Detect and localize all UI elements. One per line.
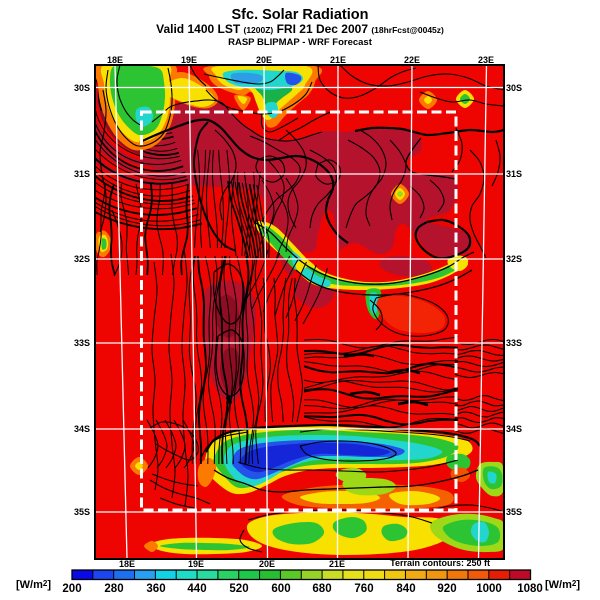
svg-text:33S: 33S	[506, 338, 522, 348]
svg-text:19E: 19E	[181, 55, 197, 65]
svg-text:30S: 30S	[74, 83, 90, 93]
svg-text:440: 440	[187, 583, 206, 595]
svg-text:32S: 32S	[506, 254, 522, 264]
svg-text:840: 840	[396, 583, 415, 595]
svg-text:760: 760	[354, 583, 373, 595]
svg-text:1000: 1000	[476, 583, 502, 595]
svg-text:21E: 21E	[329, 559, 345, 569]
svg-text:32S: 32S	[74, 254, 90, 264]
svg-text:Sfc. Solar Radiation: Sfc. Solar Radiation	[232, 7, 369, 23]
svg-text:18E: 18E	[119, 559, 135, 569]
svg-text:20E: 20E	[256, 55, 272, 65]
svg-text:23E: 23E	[478, 55, 494, 65]
svg-text:19E: 19E	[188, 559, 204, 569]
svg-text:[W/m2]: [W/m2]	[545, 579, 580, 591]
svg-text:Terrain contours: 250 ft: Terrain contours: 250 ft	[390, 558, 490, 568]
svg-text:18E: 18E	[107, 55, 123, 65]
svg-text:22E: 22E	[404, 55, 420, 65]
svg-text:31S: 31S	[506, 169, 522, 179]
svg-text:RASP BLIPMAP - WRF Forecast: RASP BLIPMAP - WRF Forecast	[228, 37, 373, 48]
svg-text:35S: 35S	[74, 507, 90, 517]
svg-text:600: 600	[271, 583, 290, 595]
svg-text:1080: 1080	[517, 583, 543, 595]
svg-text:20E: 20E	[259, 559, 275, 569]
svg-text:35S: 35S	[506, 507, 522, 517]
svg-text:520: 520	[229, 583, 248, 595]
svg-text:920: 920	[437, 583, 456, 595]
svg-text:200: 200	[62, 583, 81, 595]
svg-text:31S: 31S	[74, 169, 90, 179]
svg-text:30S: 30S	[506, 83, 522, 93]
svg-text:1: 1	[226, 395, 232, 406]
svg-text:[W/m2]: [W/m2]	[16, 579, 51, 591]
svg-text:34S: 34S	[506, 424, 522, 434]
svg-text:34S: 34S	[74, 424, 90, 434]
svg-text:360: 360	[146, 583, 165, 595]
svg-text:21E: 21E	[330, 55, 346, 65]
svg-text:Valid 1400 LST (1200Z) FRI 21: Valid 1400 LST (1200Z) FRI 21 Dec 2007 (…	[156, 22, 444, 36]
svg-text:280: 280	[104, 583, 123, 595]
svg-text:33S: 33S	[74, 338, 90, 348]
svg-text:680: 680	[312, 583, 331, 595]
